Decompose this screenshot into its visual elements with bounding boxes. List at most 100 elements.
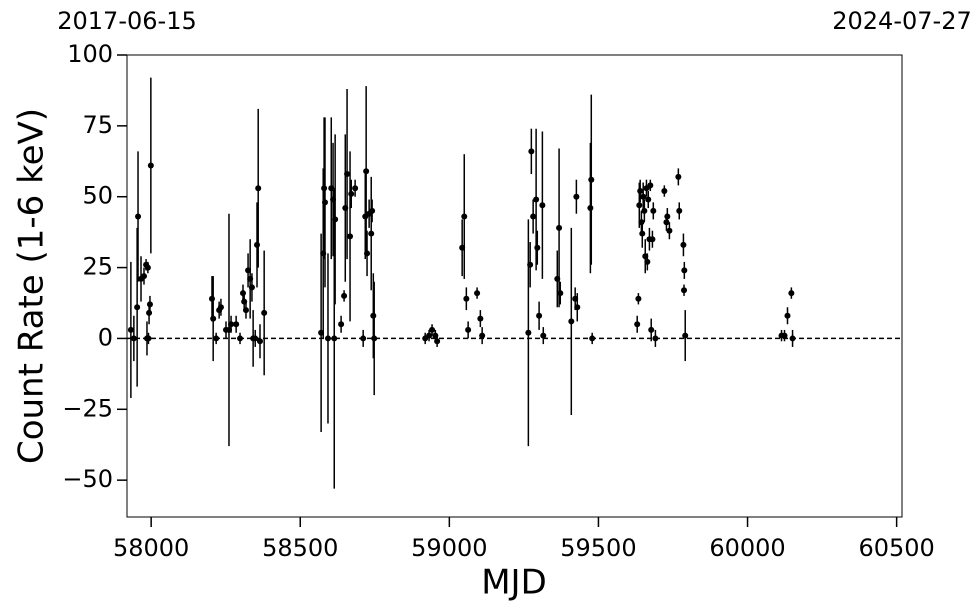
data-point bbox=[477, 315, 484, 322]
data-point bbox=[255, 185, 262, 192]
y-axis-label: Count Rate (1-6 keV) bbox=[12, 108, 52, 464]
data-point bbox=[644, 258, 651, 265]
data-point bbox=[321, 185, 328, 192]
plot-frame bbox=[126, 54, 903, 518]
y-tick-label: 0 bbox=[98, 323, 113, 351]
data-point bbox=[636, 202, 643, 209]
data-point bbox=[369, 207, 376, 214]
data-point bbox=[135, 213, 142, 220]
data-point bbox=[676, 207, 683, 214]
data-point bbox=[147, 162, 154, 169]
x-axis-label: MJD bbox=[481, 563, 547, 603]
data-point bbox=[146, 301, 153, 308]
data-point bbox=[127, 326, 134, 333]
data-point bbox=[474, 290, 481, 297]
data-point bbox=[210, 315, 217, 322]
data-point bbox=[587, 205, 594, 212]
data-point bbox=[256, 338, 263, 345]
data-point bbox=[650, 207, 657, 214]
data-point bbox=[652, 335, 659, 342]
data-point bbox=[213, 335, 220, 342]
data-point bbox=[539, 202, 546, 209]
data-point bbox=[574, 304, 581, 311]
data-point bbox=[640, 193, 647, 200]
data-point bbox=[145, 335, 152, 342]
data-point bbox=[233, 321, 240, 328]
x-tick-label: 60500 bbox=[858, 534, 934, 562]
data-point bbox=[429, 326, 436, 333]
data-point bbox=[788, 290, 795, 297]
data-point bbox=[144, 264, 151, 271]
data-point bbox=[239, 290, 246, 297]
data-point bbox=[635, 295, 642, 302]
data-point bbox=[528, 148, 535, 155]
data-point bbox=[461, 213, 468, 220]
data-point bbox=[525, 329, 532, 336]
data-point bbox=[639, 230, 646, 237]
data-point bbox=[682, 332, 689, 339]
data-point bbox=[540, 332, 547, 339]
top-date-label: 2024-07-27 bbox=[832, 7, 971, 35]
data-point bbox=[634, 321, 641, 328]
data-point bbox=[573, 193, 580, 200]
data-point bbox=[130, 335, 137, 342]
data-point bbox=[242, 307, 249, 314]
data-point bbox=[347, 233, 354, 240]
data-point bbox=[434, 338, 441, 345]
y-tick-label: −50 bbox=[62, 465, 113, 493]
data-point bbox=[588, 176, 595, 183]
data-point bbox=[663, 219, 670, 226]
data-point bbox=[681, 287, 688, 294]
data-point bbox=[649, 236, 656, 243]
top-date-label: 2017-06-15 bbox=[57, 7, 196, 35]
data-point bbox=[370, 312, 377, 319]
data-point bbox=[331, 335, 338, 342]
data-point bbox=[645, 196, 652, 203]
data-point bbox=[208, 295, 215, 302]
data-point bbox=[781, 332, 788, 339]
data-point bbox=[324, 335, 331, 342]
data-point bbox=[217, 304, 224, 311]
data-point bbox=[641, 207, 648, 214]
data-point bbox=[348, 190, 355, 197]
data-point bbox=[146, 309, 153, 316]
data-point bbox=[680, 241, 687, 248]
data-point bbox=[666, 227, 673, 234]
data-point bbox=[533, 196, 540, 203]
data-point bbox=[248, 284, 255, 291]
data-point bbox=[360, 335, 367, 342]
data-point bbox=[463, 295, 470, 302]
data-point bbox=[332, 216, 339, 223]
data-point bbox=[338, 321, 345, 328]
data-point bbox=[664, 213, 671, 220]
data-point bbox=[556, 224, 563, 231]
data-point bbox=[479, 332, 486, 339]
data-point bbox=[647, 182, 654, 189]
data-point bbox=[568, 318, 575, 325]
data-point bbox=[261, 309, 268, 316]
data-point bbox=[789, 335, 796, 342]
data-point bbox=[344, 171, 351, 178]
data-point bbox=[368, 230, 375, 237]
data-point bbox=[252, 335, 259, 342]
data-point bbox=[426, 332, 433, 339]
data-point bbox=[140, 273, 147, 280]
y-tick-label: −25 bbox=[62, 394, 113, 422]
x-tick-label: 60000 bbox=[709, 534, 785, 562]
data-point bbox=[371, 335, 378, 342]
data-point bbox=[681, 267, 688, 274]
data-point bbox=[557, 290, 564, 297]
x-tick-label: 58000 bbox=[113, 534, 189, 562]
data-point bbox=[134, 304, 141, 311]
x-tick-label: 59000 bbox=[411, 534, 487, 562]
data-point bbox=[228, 321, 235, 328]
y-tick-label: 100 bbox=[67, 40, 113, 68]
x-tick-label: 58500 bbox=[262, 534, 338, 562]
data-point bbox=[530, 213, 537, 220]
data-point bbox=[341, 292, 348, 299]
y-tick-label: 50 bbox=[82, 182, 113, 210]
data-point bbox=[675, 173, 682, 180]
data-point bbox=[237, 335, 244, 342]
data-point bbox=[352, 185, 359, 192]
data-point bbox=[254, 241, 261, 248]
